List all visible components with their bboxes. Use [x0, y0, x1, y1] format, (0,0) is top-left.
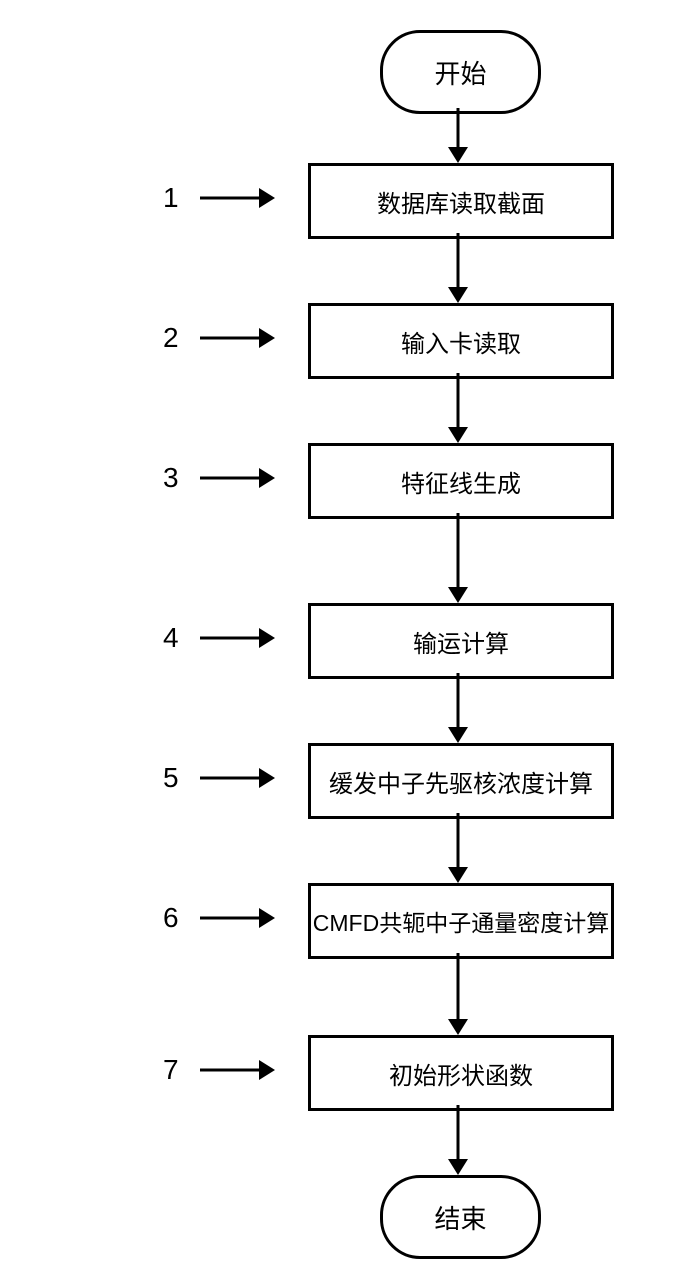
step-number-5: 5 — [163, 762, 179, 794]
process-step-1: 数据库读取截面 — [308, 163, 614, 239]
step-number-3: 3 — [163, 462, 179, 494]
end-label: 结束 — [434, 1199, 486, 1236]
step2-label: 输入卡读取 — [401, 324, 521, 359]
step-number-7: 7 — [163, 1054, 179, 1086]
step5-label: 缓发中子先驱核浓度计算 — [329, 764, 593, 799]
process-step-3: 特征线生成 — [308, 443, 614, 519]
step4-label: 输运计算 — [413, 624, 509, 659]
step1-label: 数据库读取截面 — [377, 184, 545, 219]
step6-label: CMFD共轭中子通量密度计算 — [313, 904, 609, 938]
process-step-5: 缓发中子先驱核浓度计算 — [308, 743, 614, 819]
step-number-4: 4 — [163, 622, 179, 654]
process-step-4: 输运计算 — [308, 603, 614, 679]
step-number-1: 1 — [163, 182, 179, 214]
step3-label: 特征线生成 — [401, 464, 521, 499]
start-node: 开始 — [380, 30, 541, 114]
step-number-6: 6 — [163, 902, 179, 934]
step-number-2: 2 — [163, 322, 179, 354]
end-node: 结束 — [380, 1175, 541, 1259]
start-label: 开始 — [434, 54, 486, 91]
step7-label: 初始形状函数 — [389, 1056, 533, 1091]
process-step-6: CMFD共轭中子通量密度计算 — [308, 883, 614, 959]
process-step-2: 输入卡读取 — [308, 303, 614, 379]
process-step-7: 初始形状函数 — [308, 1035, 614, 1111]
